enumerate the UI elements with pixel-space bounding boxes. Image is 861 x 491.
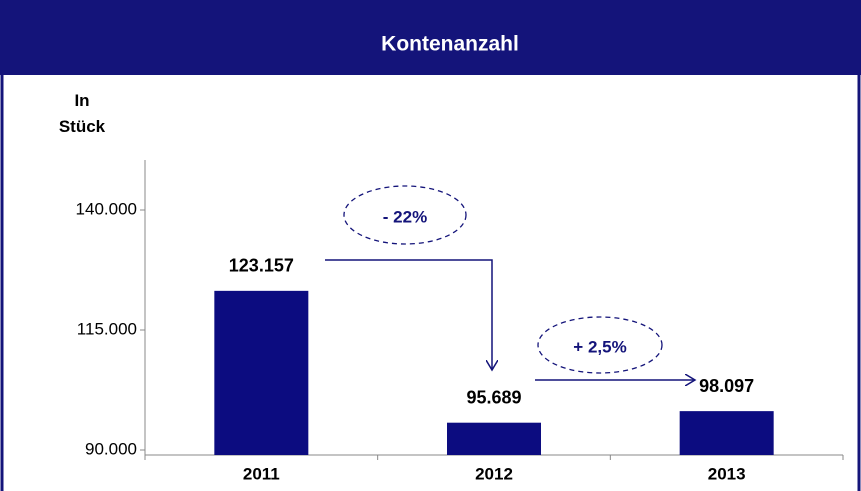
header xyxy=(0,0,861,75)
arrow xyxy=(325,259,492,370)
bar xyxy=(214,290,309,455)
bar xyxy=(447,422,541,455)
chart-title: Kontenanzahl xyxy=(381,33,519,56)
y-tick-label: 115.000 xyxy=(77,319,137,338)
y-axis-label: In Stück xyxy=(58,91,106,136)
annotation-ellipse xyxy=(537,316,663,374)
value-label: 98.097 xyxy=(699,376,754,396)
y-tick-label: 90.000 xyxy=(85,439,137,458)
value-label: 123.157 xyxy=(229,256,294,276)
x-tick-label: 2013 xyxy=(708,464,746,483)
annotation: - 22% xyxy=(383,207,427,226)
x-tick-label: 2011 xyxy=(243,464,280,483)
y-tick-label: 140.000 xyxy=(76,199,137,218)
x-tick-label: 2012 xyxy=(475,464,513,483)
annotation: + 2,5% xyxy=(573,337,626,356)
annotation-ellipse xyxy=(343,185,467,245)
value-label: 95.689 xyxy=(466,387,521,407)
bar xyxy=(679,411,774,455)
